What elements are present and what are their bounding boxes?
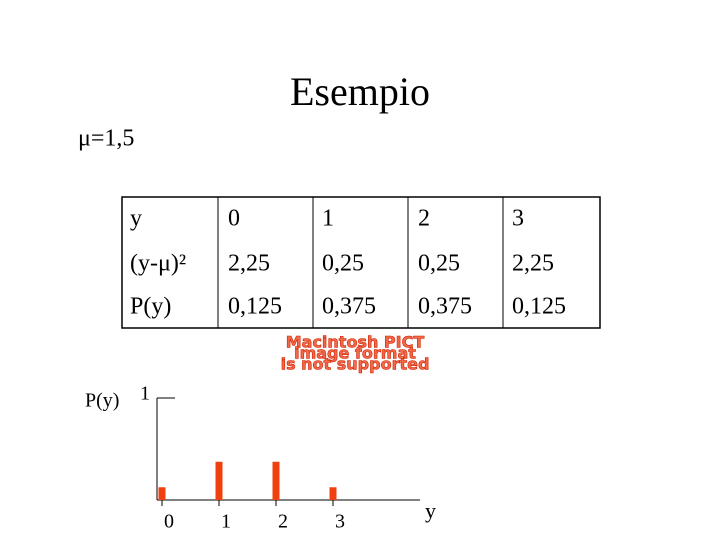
placeholder-text: is not supported (281, 355, 430, 374)
table-cell: 2,25 (228, 251, 270, 277)
table-cell: 0,25 (418, 251, 460, 277)
table-cell: 0,25 (322, 251, 364, 277)
table-cell: 1 (322, 206, 334, 232)
table-cell: 0,375 (322, 294, 376, 320)
bar (329, 487, 337, 500)
placeholder-text: image format (294, 344, 416, 363)
table-cell: 0,125 (228, 294, 282, 320)
x-axis-label: y (425, 498, 436, 523)
bar (215, 461, 223, 500)
x-tick-label: 2 (278, 511, 288, 533)
y-tick-label: 1 (140, 383, 150, 405)
table-cell: (y-μ)² (130, 251, 186, 277)
x-tick-label: 0 (164, 511, 174, 533)
placeholder-text: Macintosh PICT (286, 333, 425, 352)
table-cell: 0,375 (418, 294, 472, 320)
mean-label: μ=1,5 (78, 126, 134, 152)
bar (272, 461, 280, 500)
table-cell: 0,125 (512, 294, 566, 320)
table-cell: 3 (512, 206, 524, 232)
y-axis-label: P(y) (85, 390, 119, 412)
table-cell: 2,25 (512, 251, 554, 277)
table-cell: P(y) (130, 294, 171, 320)
slide-title: Esempio (290, 69, 430, 114)
bar (158, 487, 166, 500)
table-cell: y (130, 206, 142, 232)
table-cell: 0 (228, 206, 240, 232)
x-tick-label: 3 (335, 511, 345, 533)
table-cell: 2 (418, 206, 430, 232)
table-border (121, 196, 601, 329)
x-tick-label: 1 (221, 511, 231, 533)
